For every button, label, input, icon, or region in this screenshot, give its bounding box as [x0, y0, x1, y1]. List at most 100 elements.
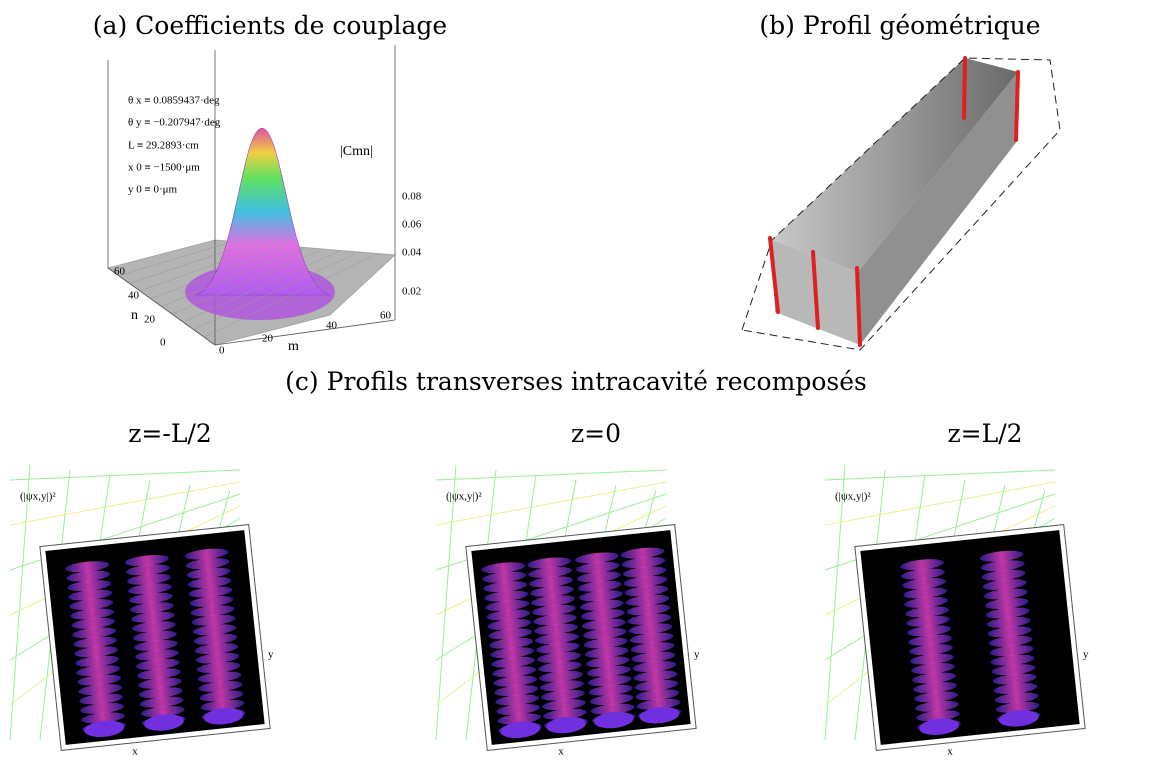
mode-ring [192, 624, 237, 636]
z-tick: 0.06 [402, 219, 422, 231]
mode-ring [489, 637, 534, 649]
grid-line [435, 464, 457, 741]
mode-base [203, 708, 244, 725]
mode-ring [983, 588, 1028, 600]
mode-ring [580, 609, 625, 621]
mode-ring [193, 633, 238, 645]
annotation: θ y ≡ −0.207947·deg [128, 117, 221, 129]
mode-ring [577, 580, 622, 592]
z-tick: 0.04 [402, 247, 422, 259]
x-label: x [947, 746, 953, 758]
mode-ring [198, 680, 243, 692]
y-label: y [1083, 649, 1089, 661]
mode-ring [540, 680, 584, 692]
mode-ring [69, 599, 114, 610]
mode-ring [588, 684, 633, 696]
mode-ring [136, 668, 181, 680]
mode-ring [483, 581, 528, 593]
mode-ring [984, 598, 1029, 609]
mode-ring [71, 617, 116, 629]
mode-ring [916, 710, 960, 722]
mode-ring [67, 580, 112, 592]
mode-ring [74, 646, 119, 658]
mode-ring [905, 606, 949, 618]
mode-ring [622, 566, 667, 578]
subplot-title: z=0 [571, 419, 621, 448]
mode-ring [988, 635, 1033, 647]
mode-ring [133, 639, 178, 651]
m-tick: 40 [326, 320, 338, 332]
mode-ring [912, 672, 956, 684]
mode-ring [184, 548, 229, 560]
y-label: y [268, 649, 274, 661]
mode-ring [587, 675, 632, 687]
mode-ring [590, 703, 635, 715]
subplots: z=-L/2 (|ψx,y|)² x y z=0 (|ψx,y|)² x y z=L/2 (|ψx… [9, 419, 1089, 758]
mode-ring [980, 560, 1025, 572]
z-tick: 0.08 [402, 191, 422, 203]
mode-ring [908, 634, 952, 646]
mode-ring [490, 647, 535, 659]
mode-ring [589, 694, 634, 706]
mode-ring [979, 550, 1024, 562]
plate [465, 524, 697, 751]
mode-ring [131, 621, 176, 633]
plate [860, 530, 1080, 745]
mode-ring [995, 701, 1040, 713]
mode-ring [189, 595, 234, 607]
z-label: (|ψx,y|)² [446, 491, 482, 503]
grid-line [435, 481, 667, 526]
plate [854, 524, 1086, 751]
m-tick: 20 [262, 333, 274, 345]
mode-ring [494, 685, 539, 697]
mode-ring [130, 611, 175, 623]
grid-line [161, 247, 306, 307]
mode-ring [186, 567, 231, 579]
subplot-title: z=-L/2 [128, 419, 212, 448]
mode-ring [578, 590, 623, 602]
mode-ring [914, 691, 958, 703]
m-tick: 60 [380, 310, 392, 322]
mode-ring [987, 626, 1032, 638]
mode-ring [135, 658, 180, 670]
section-title: (c) Profils transverses intracavité reco… [285, 367, 867, 396]
mode-ring [579, 599, 624, 611]
red-marker [962, 56, 967, 120]
mode-ring [627, 613, 672, 625]
n-label: n [131, 308, 138, 323]
grid-line [182, 250, 342, 323]
mode-ring [585, 656, 630, 668]
mode-ring [909, 644, 953, 656]
grid-line [824, 469, 1056, 481]
mode-ring [80, 702, 125, 714]
red-marker [1014, 70, 1020, 142]
red-marker [768, 236, 780, 314]
mode-ring [631, 651, 676, 663]
mode-base [998, 710, 1039, 727]
mode-ring [491, 656, 536, 668]
mode-ring [574, 552, 619, 564]
mode-ring [623, 575, 668, 587]
mode-ring [76, 665, 121, 677]
mode-ring [140, 706, 185, 718]
x-label: x [558, 746, 564, 758]
mode-ring [496, 703, 541, 715]
mode-ring [635, 689, 680, 701]
mode-ring [575, 561, 620, 573]
mode-base [546, 716, 586, 734]
red-marker [811, 250, 820, 330]
z-label: (|ψx,y|)² [835, 491, 871, 503]
panel-title: (a) Coefficients de couplage [93, 11, 447, 40]
mode-ring [187, 577, 232, 588]
x-label: x [132, 746, 138, 758]
mode-ring [535, 633, 579, 644]
grid-line [9, 469, 241, 481]
grid-line [118, 241, 234, 276]
grid-line [824, 481, 1056, 526]
mode-ring [620, 547, 665, 559]
mode-ring [541, 689, 585, 701]
m-tick: 0 [219, 345, 225, 357]
mode-ring [629, 632, 674, 644]
mode-ring [137, 677, 182, 689]
mode-ring [576, 571, 621, 583]
